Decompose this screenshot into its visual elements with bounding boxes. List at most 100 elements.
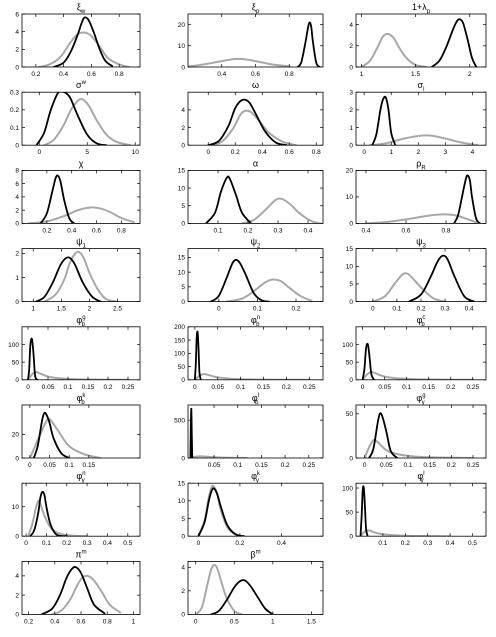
chart-panel: φg b 0 0.05 0.1 0.15 0.2 0.25 0 50 100 [8,315,141,391]
x-tick-label: 0.15 [422,384,435,391]
x-tick-label: 0.2 [291,306,300,313]
y-tick-label: 0 [349,455,353,462]
chart-panel: α 0.1 0.2 0.3 0.4 0 5 10 15 [178,158,324,234]
plot-frame [187,326,324,381]
y-tick-label: 0 [181,377,185,384]
y-tick-label: 2 [15,592,19,599]
plot-frame [21,404,141,459]
y-tick-label: 0 [15,612,19,619]
x-tick-label: 0.3 [273,227,282,234]
y-tick-label: 0 [15,299,19,306]
posterior-density-line [40,566,106,615]
y-tick-label: 0 [181,612,185,619]
x-tick-label: 0.05 [211,384,224,391]
panel-title: βm [250,549,260,559]
x-tick-label: 0.2 [235,540,244,547]
x-tick-label: 0.2 [282,384,291,391]
x-tick-label: 0.3 [441,306,450,313]
posterior-density-line [53,16,114,67]
posterior-density-line [197,487,245,537]
posterior-density-line [194,330,202,380]
chart-panel: ξp 0.4 0.6 0.8 0 10 20 [178,2,324,78]
x-tick-label: 0.8 [285,71,294,78]
y-tick-label: 0.1 [10,125,19,132]
y-tick-label: 6 [15,181,19,188]
y-tick-label: 2 [181,588,185,595]
prior-density-line [43,97,132,146]
plot-frame [187,91,324,146]
y-tick-label: 150 [174,337,185,344]
x-tick-label: 0.4 [361,227,370,234]
y-tick-label: 4 [349,22,353,29]
x-tick-label: 0.25 [466,384,479,391]
y-tick-label: 15 [178,168,186,175]
panel-title: φg b [76,315,85,328]
posterior-density-line [368,412,399,458]
y-tick-label: 1 [15,275,19,282]
posterior-density-line [205,175,252,224]
x-tick-label: 0.1 [378,540,387,547]
x-tick-label: 0.4 [303,227,312,234]
plot-frame [21,248,141,303]
y-tick-label: 10 [178,269,186,276]
y-tick-label: 100 [8,342,19,349]
panel-title: φg y [416,393,425,406]
plot-frame [21,561,141,615]
x-tick-label: 0.1 [392,306,401,313]
x-tick-label: 0.2 [24,618,33,625]
chart-panel: φn y 0 0.1 0.2 0.3 0.4 0.5 0 10 [12,471,141,547]
prior-density-line [43,250,119,302]
chart-panel: ξw 0.2 0.4 0.6 0.8 0 2 4 6 [15,2,141,78]
x-tick-label: 0.8 [441,227,450,234]
x-tick-label: 1 [389,149,393,156]
x-tick-label: 1.5 [411,71,420,78]
x-tick-label: 0.1 [253,306,262,313]
y-tick-label: 15 [178,481,186,488]
y-tick-label: 0 [15,534,19,541]
x-tick-label: 1 [360,71,364,78]
x-tick-label: 0.1 [213,227,222,234]
y-tick-label: 0 [181,143,185,150]
posterior-density-line [361,342,375,380]
prior-density-line [368,134,479,146]
panel-title: φl y [417,471,424,484]
x-tick-label: 0.2 [447,462,456,469]
x-tick-label: 0.6 [401,227,410,234]
posterior-density-line [35,256,102,302]
chart-panel: ψ3 0 0.1 0.2 0.3 0.4 0 5 10 15 [346,237,487,313]
y-tick-label: 50 [346,359,354,366]
x-tick-label: 0 [361,384,365,391]
y-tick-label: 50 [346,411,354,418]
y-tick-label: 5 [181,284,185,291]
panel-title: φk y [251,471,261,484]
x-tick-label: 0.05 [208,462,221,469]
x-tick-label: 0.25 [302,462,315,469]
plot-frame [187,248,324,303]
x-tick-label: 0.2 [446,384,455,391]
chart-panel: ω 0 0.2 0.4 0.6 0.8 0 2 4 [181,80,324,156]
x-tick-label: 1.5 [57,306,66,313]
x-tick-label: 0.1 [236,384,245,391]
panel-title: φn y [76,471,85,484]
y-tick-label: 10 [178,498,186,505]
x-tick-label: 0.8 [312,149,321,156]
y-tick-label: 100 [342,342,353,349]
panel-title: φl b [252,393,259,406]
chart-panel: σw 0 5 10 0 0.1 0.2 0.3 [10,80,141,156]
x-tick-label: 0.5 [468,540,477,547]
y-tick-label: 0 [349,143,353,150]
x-tick-label: 2 [88,306,92,313]
plot-frame [21,13,141,68]
chart-panel: φk y 0 0.2 0.4 0 5 10 15 [178,471,324,547]
posterior-density-line [210,258,270,302]
x-tick-label: 0 [197,540,201,547]
y-tick-label: 0 [349,534,353,541]
prior-density-line [361,370,474,380]
y-tick-label: 10 [178,185,186,192]
y-tick-label: 0.2 [10,107,19,114]
x-tick-label: 0 [363,462,367,469]
x-tick-label: 0.2 [103,384,112,391]
posterior-density-line [27,337,39,380]
x-tick-label: 0.1 [42,540,51,547]
y-tick-label: 0 [181,299,185,306]
